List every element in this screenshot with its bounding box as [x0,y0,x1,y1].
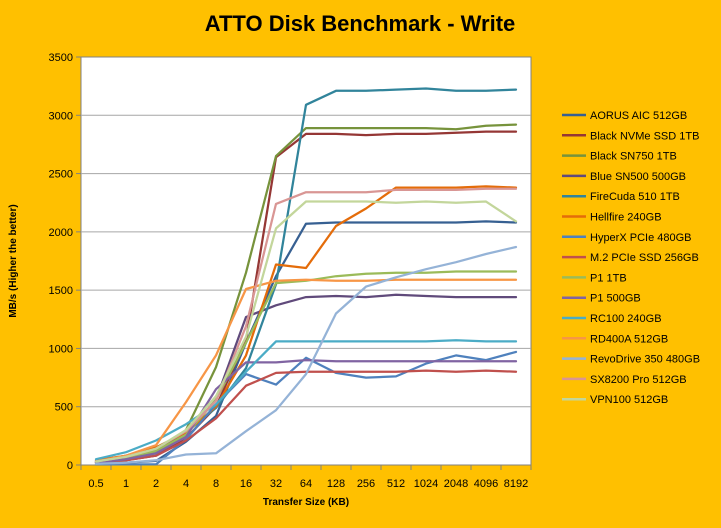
x-tick-label: 128 [327,478,345,490]
legend-label: RD400A 512GB [590,333,668,345]
legend-label: Black NVMe SSD 1TB [590,130,699,142]
x-tick-label: 32 [270,478,282,490]
legend-label: HyperX PCIe 480GB [590,232,692,244]
y-tick-label: 2000 [49,227,73,239]
y-axis-label: MB/s (Higher the better) [8,204,19,317]
plot-area [80,56,532,466]
series-line [94,278,518,463]
x-axis-label: Transfer Size (KB) [263,497,349,508]
y-axis-ticks: 0 500 1000 1500 2000 2500 3000 3500 [49,52,81,472]
series-line [94,350,518,466]
legend-label: P1 1TB [590,272,627,284]
chart-title: ATTO Disk Benchmark - Write [205,11,516,36]
y-tick-label: 2500 [49,169,73,181]
x-tick-label: 4096 [474,478,498,490]
x-axis-ticks: 0.5 1 2 4 8 16 32 64 128 256 512 1024 2048 4096 8192 [80,465,532,490]
x-tick-label: 1024 [414,478,438,490]
x-tick-label: 2 [153,478,159,490]
legend-label: VPN100 512GB [590,394,668,406]
legend-label: Hellfire 240GB [590,212,662,224]
series-line [94,339,518,461]
y-tick-label: 500 [55,402,73,414]
x-tick-label: 512 [387,478,405,490]
x-tick-label: 4 [183,478,189,490]
legend-entries: AORUS AIC 512GB Black NVMe SSD 1TB Black S… [562,110,700,406]
series-line [94,220,518,465]
series-line [94,245,518,465]
legend [557,97,707,464]
legend-label: FireCuda 510 1TB [590,191,680,203]
legend-label: Black SN750 1TB [590,151,677,163]
y-tick-label: 1000 [49,343,73,355]
legend-label: AORUS AIC 512GB [590,110,687,122]
legend-label: SX8200 Pro 512GB [590,374,687,386]
y-tick-label: 3000 [49,110,73,122]
series-line [94,200,518,463]
legend-label: RC100 240GB [590,313,662,325]
gridlines [81,114,531,408]
y-tick-label: 1500 [49,285,73,297]
x-tick-label: 256 [357,478,375,490]
x-tick-label: 8192 [504,478,528,490]
x-tick-label: 1 [123,478,129,490]
series-line [94,358,518,464]
y-tick-label: 0 [67,460,73,472]
legend-label: RevoDrive 350 480GB [590,354,700,366]
legend-label: Blue SN500 500GB [590,171,686,183]
series-lines [94,87,518,466]
x-tick-label: 2048 [444,478,468,490]
x-tick-label: 16 [240,478,252,490]
x-tick-label: 8 [213,478,219,490]
x-tick-label: 0.5 [88,478,103,490]
x-tick-label: 64 [300,478,312,490]
legend-label: M.2 PCIe SSD 256GB [590,252,699,264]
legend-label: P1 500GB [590,293,641,305]
y-tick-label: 3500 [49,52,73,64]
